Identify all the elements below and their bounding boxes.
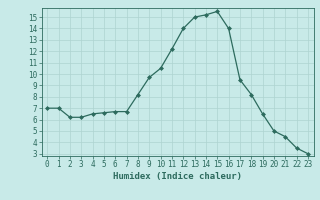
- X-axis label: Humidex (Indice chaleur): Humidex (Indice chaleur): [113, 172, 242, 181]
